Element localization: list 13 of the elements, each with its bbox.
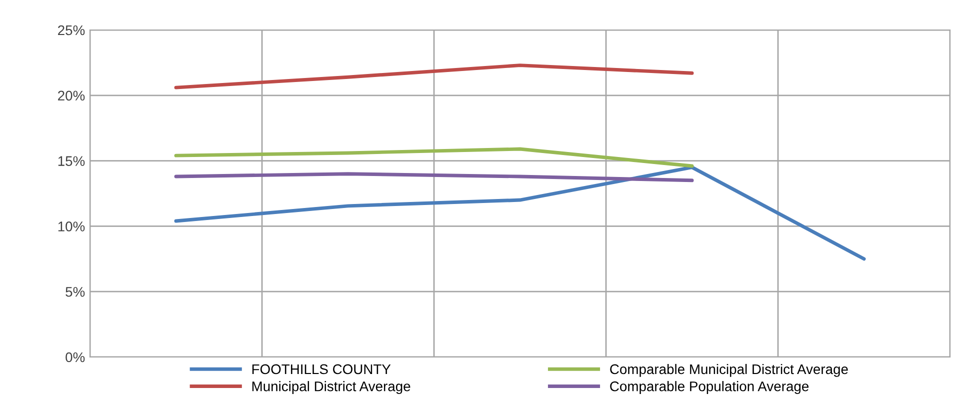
y-tick-label: 0% (66, 352, 85, 362)
y-tick-label: 10% (58, 222, 85, 232)
line-series (174, 147, 694, 168)
y-tick-label: 25% (58, 25, 85, 36)
y-tick-label: 15% (58, 156, 85, 166)
legend-label: FOOTHILLS COUNTY (252, 364, 391, 374)
line-series (174, 166, 866, 261)
legend-label: Municipal District Average (252, 381, 410, 394)
y-tick-label: 5% (66, 286, 85, 297)
legend-label: Comparable Municipal District Average (610, 364, 848, 377)
line-series (174, 64, 694, 90)
legend-label: Comparable Population Average (610, 381, 809, 394)
y-tick-label: 20% (58, 90, 85, 101)
